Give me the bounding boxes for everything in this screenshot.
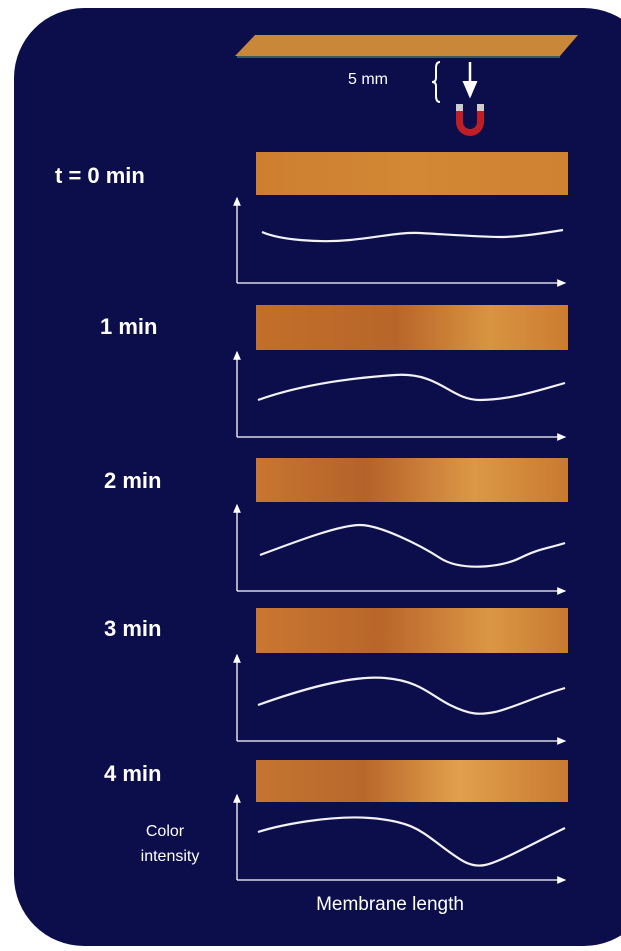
membrane-strip [256, 608, 568, 653]
time-label: 3 min [104, 616, 161, 641]
membrane [235, 35, 578, 56]
membrane-strip [256, 458, 568, 502]
time-label: t = 0 min [55, 163, 145, 188]
membrane-strip [256, 305, 568, 350]
membrane-strip [256, 760, 568, 802]
magnet-pole [477, 104, 484, 111]
membrane-strip [256, 152, 568, 195]
time-label: 4 min [104, 761, 161, 786]
scale-label: 5 mm [348, 71, 388, 88]
magnet-pole [456, 104, 463, 111]
y-axis-label: Color [146, 823, 185, 840]
y-axis-label: intensity [141, 848, 200, 865]
time-label: 2 min [104, 468, 161, 493]
time-label: 1 min [100, 314, 157, 339]
x-axis-label: Membrane length [316, 894, 464, 915]
figure: 5 mm t = 0 min 1 min 2 min 3 min 4 min C… [0, 0, 621, 951]
